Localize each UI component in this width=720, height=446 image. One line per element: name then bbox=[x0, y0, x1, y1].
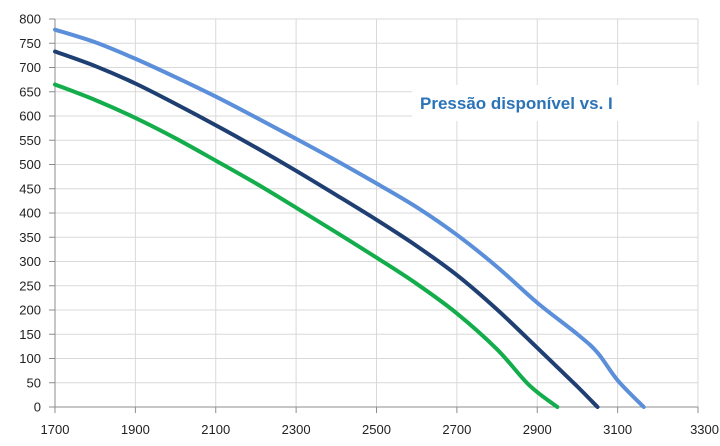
y-tick-label: 100 bbox=[19, 351, 41, 366]
series-line-3 bbox=[53, 82, 560, 409]
chart-title-background bbox=[412, 85, 720, 121]
y-tick-label: 600 bbox=[19, 109, 41, 124]
y-tick-label: 650 bbox=[19, 84, 41, 99]
y-tick-label: 500 bbox=[19, 157, 41, 172]
y-tick-label: 250 bbox=[19, 278, 41, 293]
x-tick-label: 3300 bbox=[690, 422, 719, 437]
y-tick-label: 400 bbox=[19, 206, 41, 221]
grid bbox=[55, 18, 699, 407]
y-tick-label: 150 bbox=[19, 327, 41, 342]
x-tick-label: 1700 bbox=[41, 422, 70, 437]
y-tick-label: 50 bbox=[27, 375, 41, 390]
y-tick-label: 450 bbox=[19, 181, 41, 196]
x-tick-label: 2100 bbox=[201, 422, 230, 437]
chart-title-group: Pressão disponível vs. I bbox=[412, 85, 720, 121]
x-tick-label: 2700 bbox=[442, 422, 471, 437]
x-tick-label: 2900 bbox=[523, 422, 552, 437]
series-line-2 bbox=[53, 49, 600, 409]
y-tick-label: 800 bbox=[19, 12, 41, 27]
x-tick-label: 2500 bbox=[362, 422, 391, 437]
axes: 0 50 100 150 200 250 300 350 400 450 500 550 600 650 7… bbox=[19, 12, 719, 438]
y-tick-label: 0 bbox=[34, 400, 41, 415]
y-tick-label: 300 bbox=[19, 254, 41, 269]
y-tick-label: 700 bbox=[19, 60, 41, 75]
y-tick-label: 200 bbox=[19, 303, 41, 318]
chart-title: Pressão disponível vs. I bbox=[420, 94, 613, 113]
y-tick-label: 550 bbox=[19, 133, 41, 148]
series-line-1 bbox=[53, 27, 646, 409]
x-tick-label: 2300 bbox=[282, 422, 311, 437]
series-group bbox=[53, 27, 646, 409]
x-tick-label: 1900 bbox=[121, 422, 150, 437]
y-tick-label: 750 bbox=[19, 36, 41, 51]
x-tick-label: 3100 bbox=[603, 422, 632, 437]
y-tick-label: 350 bbox=[19, 230, 41, 245]
